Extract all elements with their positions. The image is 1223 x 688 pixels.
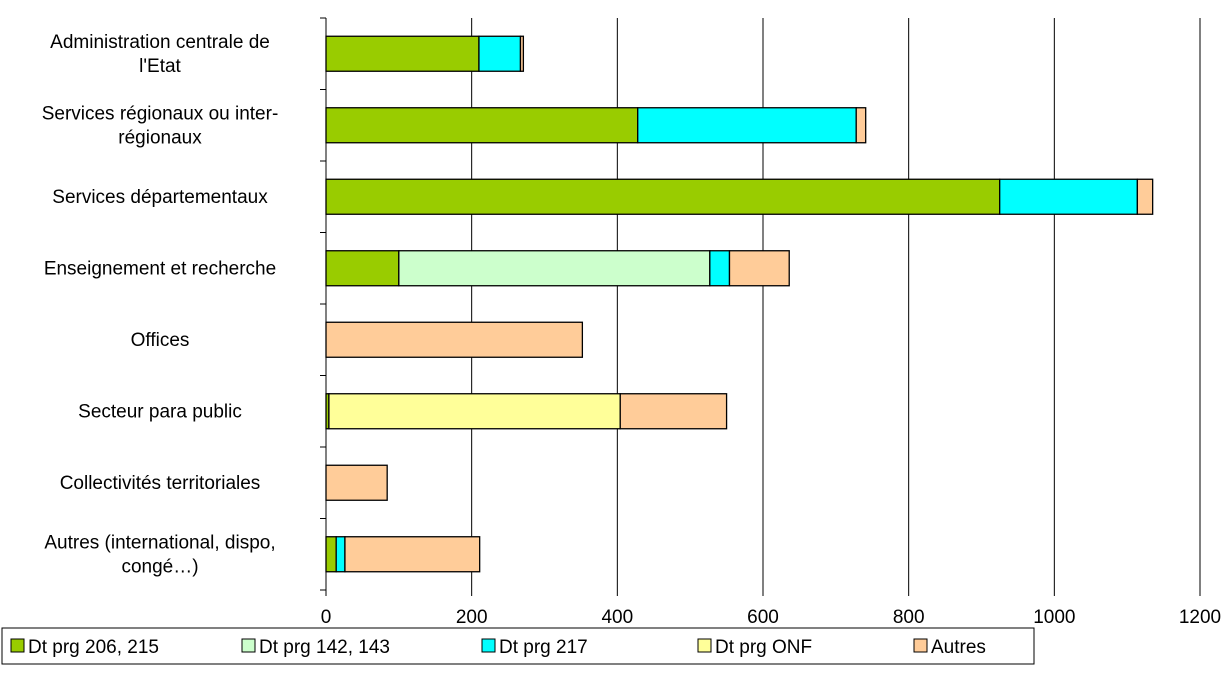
- x-tick-label: 600: [747, 607, 779, 628]
- bar-segment: [335, 536, 346, 573]
- bar-segment: [344, 536, 481, 573]
- bar-segment: [855, 107, 867, 144]
- bar-segment: [325, 250, 400, 287]
- y-category-label: Services départementaux: [52, 187, 268, 208]
- bar-segment: [637, 107, 857, 144]
- legend-label: Dt prg 206, 215: [28, 637, 159, 658]
- bar-segment: [709, 250, 731, 287]
- bar-segment: [325, 35, 480, 72]
- bar-segment: [325, 536, 337, 573]
- bar-segment: [478, 35, 522, 72]
- bar-segment: [325, 321, 584, 358]
- legend-swatch: [481, 638, 496, 653]
- bar-segment: [328, 393, 621, 430]
- x-tick-label: 1000: [1033, 607, 1075, 628]
- bar-segment: [325, 107, 639, 144]
- legend: Dt prg 206, 215 Dt prg 142, 143 Dt prg 217…: [1, 627, 1035, 665]
- legend-label: Autres: [931, 637, 986, 658]
- y-category-label: Secteur para public: [78, 401, 242, 422]
- legend-box: [1, 627, 1035, 665]
- bar-segment: [519, 35, 525, 72]
- bars: [325, 35, 1154, 573]
- x-tick-label: 0: [321, 607, 332, 628]
- y-category-label: Collectivités territoriales: [60, 473, 261, 494]
- axes: 0 200 400 600 800 1000 1200 Administration cent…: [42, 17, 1221, 628]
- y-category-label: Offices: [131, 330, 190, 351]
- legend-swatch: [241, 638, 256, 653]
- bar-segment: [325, 178, 1001, 215]
- bar-segment: [325, 464, 388, 501]
- x-tick-label: 800: [893, 607, 925, 628]
- bar-segment: [619, 393, 728, 430]
- y-category-label: Enseignement et recherche: [44, 258, 276, 279]
- y-category-label: Administration centrale de l'Etat: [50, 32, 270, 77]
- legend-swatch: [697, 638, 712, 653]
- x-tick-label: 200: [456, 607, 488, 628]
- x-tick-label: 400: [601, 607, 633, 628]
- legend-label: Dt prg ONF: [715, 637, 812, 658]
- grid-lines: [471, 18, 1201, 590]
- bar-segment: [398, 250, 711, 287]
- legend-swatch: [10, 638, 25, 653]
- bar-segment: [1136, 178, 1154, 215]
- legend-swatch: [913, 638, 928, 653]
- bar-segment: [999, 178, 1139, 215]
- x-tick-label: 1200: [1179, 607, 1221, 628]
- y-category-label: Autres (international, dispo, congé…): [44, 532, 275, 577]
- legend-label: Dt prg 142, 143: [259, 637, 390, 658]
- y-category-label: Services régionaux ou inter-régionaux: [42, 103, 279, 148]
- bar-segment: [728, 250, 790, 287]
- legend-label: Dt prg 217: [499, 637, 588, 658]
